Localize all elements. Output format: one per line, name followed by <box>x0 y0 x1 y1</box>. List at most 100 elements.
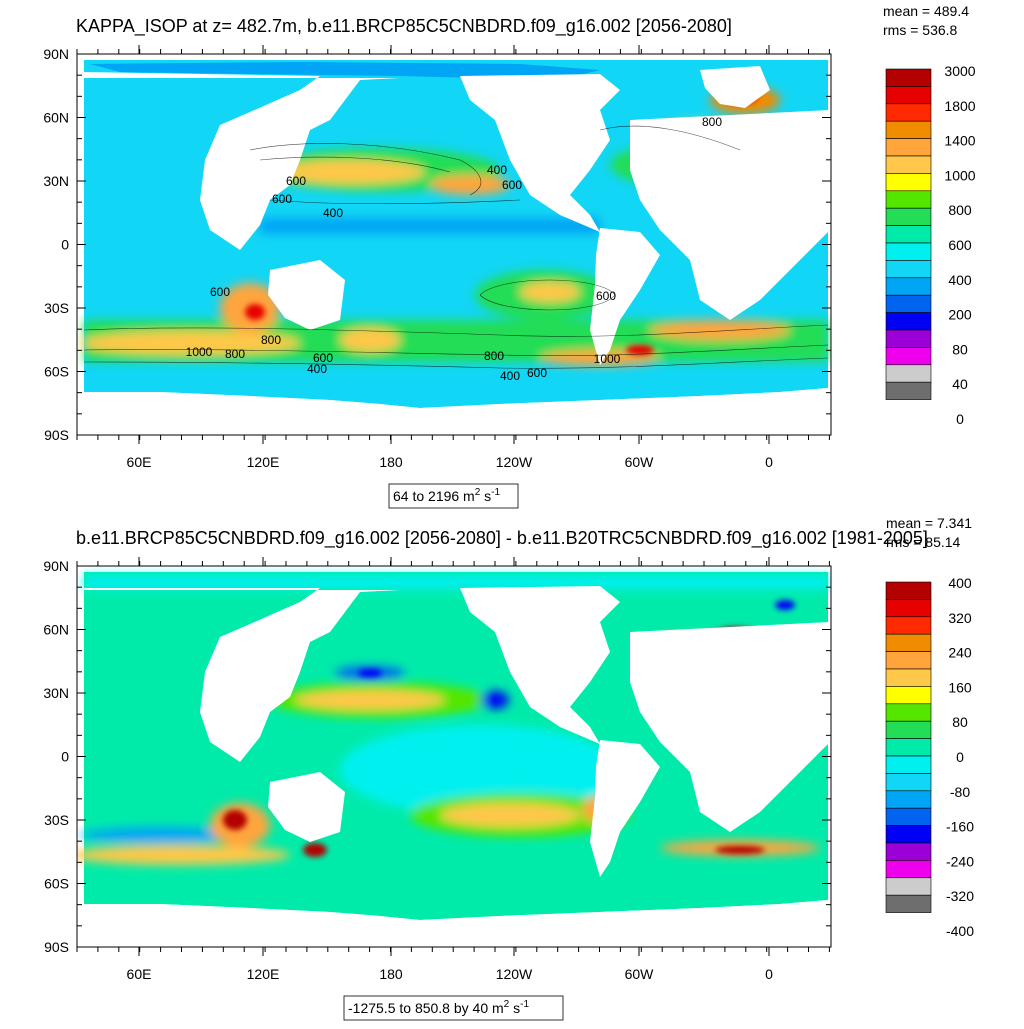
lat-tick-label: 60N <box>43 622 69 638</box>
panel1-land-southamerica <box>590 228 660 365</box>
colorbar-swatch <box>885 790 932 809</box>
colorbar-swatch <box>885 347 932 366</box>
colorbar-swatch <box>885 755 932 774</box>
panel2-so-indian <box>77 845 290 865</box>
lon-tick-label: 120E <box>247 966 280 982</box>
panel2-lat-labels: 90N 60N 30N 0 30S 60S 90S <box>43 558 69 955</box>
contour-label: 400 <box>323 206 343 220</box>
panel1-so-indian <box>80 331 300 355</box>
colorbar-label: 320 <box>948 610 972 626</box>
contour-label: 1000 <box>186 345 213 359</box>
contour-label: 800 <box>702 115 722 129</box>
contour-label: 600 <box>596 289 616 303</box>
colorbar-swatch <box>885 173 932 192</box>
colorbar-swatch <box>885 155 932 174</box>
colorbar-swatch <box>885 329 932 348</box>
contour-label: 400 <box>500 369 520 383</box>
panel2-land-greenland <box>700 640 740 668</box>
panel-kappa-isop: KAPPA_ISOP at z= 482.7m, b.e11.BRCP85C5C… <box>43 3 976 509</box>
panel1-npac-core <box>275 160 425 184</box>
contour-label: 800 <box>225 347 245 361</box>
panel2-map <box>77 572 830 947</box>
colorbar-swatch <box>885 260 932 279</box>
panel1-land-greenland <box>700 66 770 108</box>
lat-tick-label: 90N <box>43 558 69 574</box>
contour-label: 600 <box>272 192 292 206</box>
lon-tick-label: 60E <box>127 454 152 470</box>
lat-tick-label: 60S <box>44 876 69 892</box>
colorbar-swatch <box>885 668 932 687</box>
lat-tick-label: 30S <box>44 812 69 828</box>
panel1-contours <box>83 125 829 369</box>
panel1-so-atlantic <box>650 320 790 340</box>
colorbar-swatch <box>885 633 932 652</box>
contour-label: 600 <box>210 285 230 299</box>
contour-label: 600 <box>286 174 306 188</box>
panel-difference: b.e11.BRCP85C5CNBDRD.f09_g16.002 [2056-2… <box>43 515 974 1021</box>
panel2-npac-core <box>295 690 445 710</box>
colorbar-swatch <box>885 381 932 400</box>
panel2-npac-neg2 <box>481 691 509 709</box>
colorbar-swatch <box>885 738 932 757</box>
panel2-range-note: -1275.5 to 850.8 by 40 m2 s-1 <box>348 999 529 1016</box>
contour-label: 600 <box>313 351 333 365</box>
panel2-arctic <box>84 575 828 589</box>
panel2-land-southamerica <box>590 740 660 877</box>
colorbar-swatch <box>885 86 932 105</box>
panel1-lon-labels: 60E 120E 180 120W 60W 0 <box>127 454 774 470</box>
panel2-title: b.e11.BRCP85C5CNBDRD.f09_g16.002 [2056-2… <box>76 528 928 549</box>
panel1-rms: rms = 536.8 <box>883 22 958 38</box>
panel2-colorbar: 400 320 240 160 80 0 -80 -160 -240 -320 -400 <box>885 575 974 939</box>
panel1-land <box>84 66 830 435</box>
lat-tick-label: 0 <box>61 749 69 765</box>
lon-tick-label: 60W <box>625 454 655 470</box>
colorbar-label: 0 <box>956 749 964 765</box>
contour-label: 600 <box>502 178 522 192</box>
panel2-land-northamerica <box>460 586 620 744</box>
panel1-npac-east <box>430 175 510 195</box>
colorbar-label: 1400 <box>944 133 975 149</box>
colorbar-swatch <box>885 120 932 139</box>
panel2-ticks <box>76 557 831 956</box>
lat-tick-label: 30N <box>43 173 69 189</box>
colorbar-swatch <box>885 364 932 383</box>
panel1-spac-core <box>520 282 580 302</box>
contour-label: 400 <box>487 163 507 177</box>
colorbar-label: 800 <box>948 202 972 218</box>
lat-tick-label: 0 <box>61 237 69 253</box>
colorbar-swatch <box>885 894 932 913</box>
lat-tick-label: 30S <box>44 300 69 316</box>
contour-label: 1000 <box>594 352 621 366</box>
lat-tick-label: 90S <box>44 939 69 955</box>
colorbar-swatch <box>885 599 932 618</box>
colorbar-label: -80 <box>950 784 970 800</box>
lon-tick-label: 0 <box>765 454 773 470</box>
lat-tick-label: 60N <box>43 110 69 126</box>
colorbar-swatch <box>885 242 932 261</box>
colorbar-label: 400 <box>948 272 972 288</box>
contour-label: 800 <box>484 349 504 363</box>
contour-label: 800 <box>261 333 281 347</box>
colorbar-swatch <box>885 225 932 244</box>
panel2-land-africa <box>630 622 830 832</box>
colorbar-label: 400 <box>948 575 972 591</box>
lat-tick-label: 60S <box>44 364 69 380</box>
colorbar-label: -400 <box>946 923 974 939</box>
colorbar-swatch <box>885 807 932 826</box>
lon-tick-label: 180 <box>379 454 403 470</box>
colorbar-label: 600 <box>948 237 972 253</box>
colorbar-swatch <box>885 651 932 670</box>
panel2-land-antarctica <box>84 900 828 947</box>
colorbar-swatch <box>885 686 932 705</box>
panel1-land-northamerica <box>460 74 620 232</box>
colorbar-swatch <box>885 842 932 861</box>
panel2-rms: rms = 85.14 <box>886 534 961 550</box>
panel2-range-box <box>343 995 564 1021</box>
panel1-land-asia <box>84 72 400 250</box>
panel2-spac-core <box>440 803 580 827</box>
colorbar-label: -160 <box>946 819 974 835</box>
lat-tick-label: 90S <box>44 427 69 443</box>
colorbar-label: 1800 <box>944 98 975 114</box>
